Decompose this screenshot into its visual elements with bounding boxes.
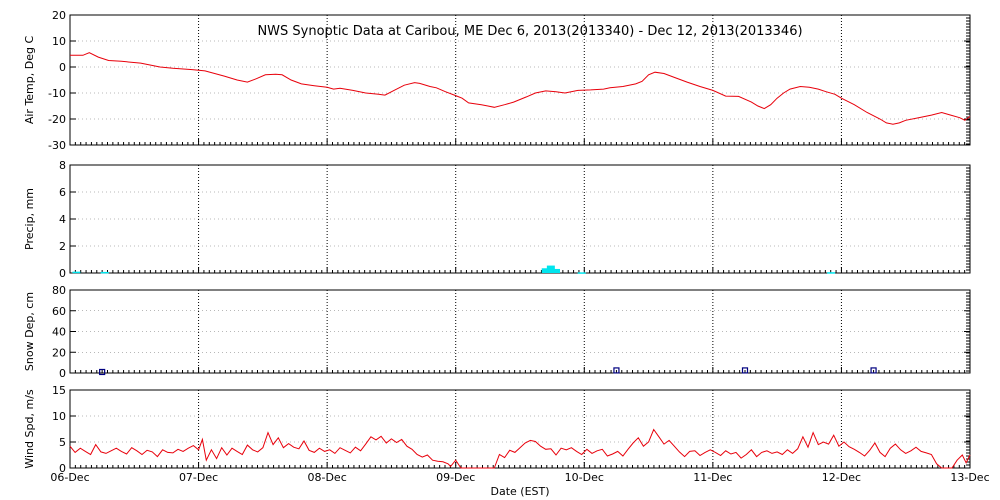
precip-bar-1 bbox=[100, 271, 109, 274]
x-tick-label: 12-Dec bbox=[822, 471, 861, 484]
precip-ytick-label: 6 bbox=[59, 186, 66, 199]
wind-speed-frame bbox=[69, 389, 971, 469]
x-axis-title: Date (EST) bbox=[490, 485, 549, 498]
x-tick-label: 13-Dec bbox=[950, 471, 989, 484]
snow-depth-ytick-label: 0 bbox=[59, 367, 66, 380]
wind-speed-series-line bbox=[69, 428, 971, 469]
air-temp-ylabel: Air Temp, Deg C bbox=[23, 36, 36, 125]
snow-depth-point-2 bbox=[741, 367, 749, 374]
wind-speed-ytick-label: 10 bbox=[52, 410, 66, 423]
precip-bar-3 bbox=[546, 265, 555, 273]
snow-depth-ytick-label: 60 bbox=[52, 305, 66, 318]
precip-bar-0 bbox=[72, 271, 81, 274]
snow-depth-ylabel: Snow Dep, cm bbox=[23, 292, 36, 371]
wind-speed-ylabel: Wind Spd, m/s bbox=[23, 389, 36, 469]
x-tick-label: 07-Dec bbox=[179, 471, 218, 484]
precip-ylabel: Precip, mm bbox=[23, 188, 36, 250]
air-temp-ytick-label: -30 bbox=[48, 139, 66, 152]
precip-ytick-label: 4 bbox=[59, 213, 66, 226]
snow-depth-ytick-label: 40 bbox=[52, 326, 66, 339]
precip-ytick-label: 8 bbox=[59, 159, 66, 172]
air-temp-ytick-label: -20 bbox=[48, 113, 66, 126]
precip-ytick-label: 2 bbox=[59, 240, 66, 253]
air-temp-ytick-label: 20 bbox=[52, 9, 66, 22]
air-temp-ytick-label: 0 bbox=[59, 61, 66, 74]
snow-depth-point-0 bbox=[99, 368, 106, 376]
precip-bar-2 bbox=[541, 268, 550, 273]
snow-depth-ytick-label: 80 bbox=[52, 284, 66, 297]
precip-ytick-label: 0 bbox=[59, 267, 66, 280]
wind-speed-ytick-label: 5 bbox=[59, 436, 66, 449]
precip-bar-4 bbox=[552, 268, 560, 273]
air-temp-series-line bbox=[70, 52, 971, 125]
wind-speed-ytick-label: 0 bbox=[59, 462, 66, 475]
precip-bar-6 bbox=[827, 272, 836, 274]
snow-depth-point-1 bbox=[613, 367, 620, 374]
x-tick-label: 08-Dec bbox=[308, 471, 347, 484]
wind-speed-ytick-label: 15 bbox=[52, 384, 66, 397]
x-tick-label: 10-Dec bbox=[565, 471, 604, 484]
x-tick-label: 11-Dec bbox=[693, 471, 732, 484]
air-temp-ytick-label: -10 bbox=[48, 87, 66, 100]
x-tick-label: 06-Dec bbox=[50, 471, 89, 484]
snow-depth-point-3 bbox=[870, 367, 877, 374]
snow-depth-ytick-label: 20 bbox=[52, 346, 66, 359]
precip-bar-5 bbox=[577, 272, 586, 274]
chart-title: NWS Synoptic Data at Caribou, ME Dec 6, … bbox=[257, 24, 802, 39]
air-temp-ytick-label: 10 bbox=[52, 35, 66, 48]
x-tick-label: 09-Dec bbox=[436, 471, 475, 484]
